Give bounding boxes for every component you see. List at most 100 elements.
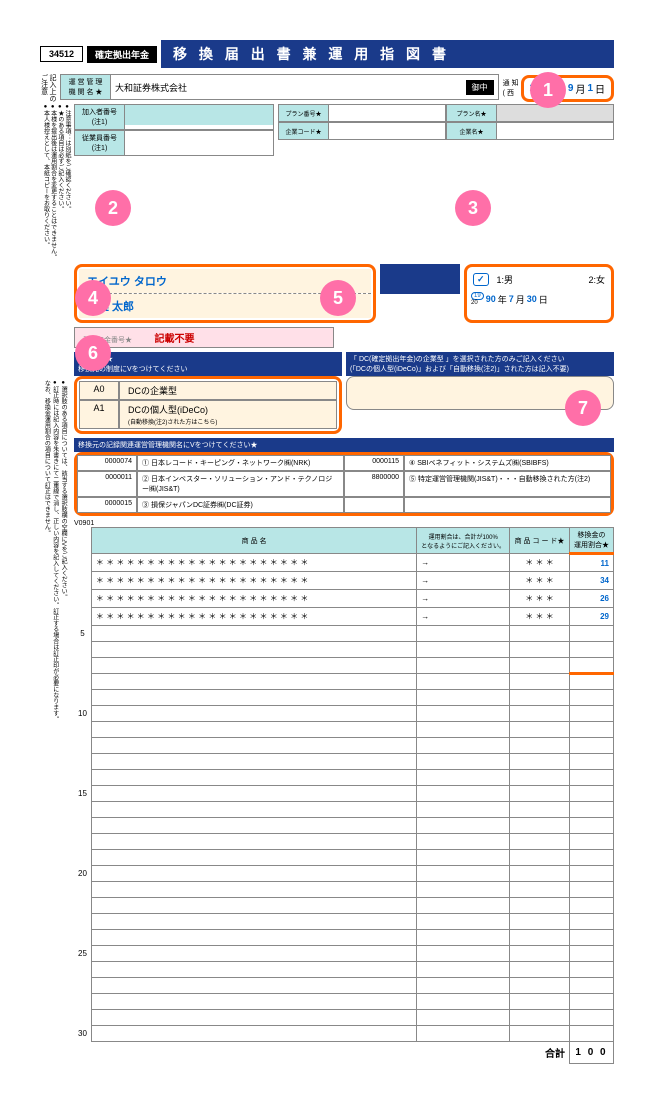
product-name-cell[interactable]: ＊ ＊ ＊ ＊ ＊ ＊ ＊ ＊ ＊ ＊ ＊ ＊ ＊ ＊ ＊ ＊ ＊ ＊ ＊ ＊ … xyxy=(91,572,416,590)
product-name-cell[interactable] xyxy=(91,1010,416,1026)
product-ratio-cell[interactable] xyxy=(570,930,614,946)
product-code-cell[interactable] xyxy=(510,850,570,866)
product-ratio-cell[interactable] xyxy=(570,898,614,914)
product-ratio-cell[interactable] xyxy=(570,690,614,706)
product-ratio-cell[interactable] xyxy=(570,626,614,642)
product-ratio-cell[interactable]: 34 xyxy=(570,572,614,590)
product-ratio-cell[interactable] xyxy=(570,658,614,674)
product-code-cell[interactable] xyxy=(510,818,570,834)
product-code-cell[interactable] xyxy=(510,834,570,850)
product-name-cell[interactable] xyxy=(91,722,416,738)
product-ratio-cell[interactable] xyxy=(570,674,614,690)
product-code-cell[interactable] xyxy=(510,882,570,898)
product-ratio-cell[interactable] xyxy=(570,1010,614,1026)
product-name-cell[interactable] xyxy=(91,930,416,946)
product-ratio-cell[interactable] xyxy=(570,866,614,882)
product-ratio-cell[interactable] xyxy=(570,706,614,722)
product-name-cell[interactable] xyxy=(91,978,416,994)
product-ratio-cell[interactable]: 29 xyxy=(570,608,614,626)
product-code-cell[interactable] xyxy=(510,626,570,642)
product-code-cell[interactable] xyxy=(510,898,570,914)
product-ratio-cell[interactable] xyxy=(570,818,614,834)
product-name-cell[interactable] xyxy=(91,802,416,818)
product-code-cell[interactable] xyxy=(510,930,570,946)
member-num-value[interactable] xyxy=(125,105,273,125)
product-name-cell[interactable] xyxy=(91,786,416,802)
product-name-cell[interactable] xyxy=(91,706,416,722)
product-name-cell[interactable] xyxy=(91,690,416,706)
row-number xyxy=(74,834,91,850)
product-ratio-cell[interactable] xyxy=(570,754,614,770)
product-code-cell[interactable] xyxy=(510,994,570,1010)
product-name-cell[interactable] xyxy=(91,882,416,898)
product-ratio-cell[interactable] xyxy=(570,882,614,898)
product-name-cell[interactable] xyxy=(91,1026,416,1042)
product-code-cell[interactable] xyxy=(510,738,570,754)
product-name-cell[interactable] xyxy=(91,850,416,866)
plan-name-value[interactable] xyxy=(497,105,613,121)
reason-code-1: A0 xyxy=(79,381,119,400)
product-ratio-cell[interactable] xyxy=(570,1026,614,1042)
product-ratio-cell[interactable] xyxy=(570,946,614,962)
product-ratio-cell[interactable] xyxy=(570,722,614,738)
company-label: 運 営 管 理 機 関 名 ★ xyxy=(61,75,111,99)
corp-code-value[interactable] xyxy=(329,123,445,139)
product-name-cell[interactable]: ＊ ＊ ＊ ＊ ＊ ＊ ＊ ＊ ＊ ＊ ＊ ＊ ＊ ＊ ＊ ＊ ＊ ＊ ＊ ＊ … xyxy=(91,608,416,626)
product-code-cell[interactable] xyxy=(510,674,570,690)
product-code-cell[interactable] xyxy=(510,802,570,818)
product-code-cell[interactable] xyxy=(510,770,570,786)
product-name-cell[interactable] xyxy=(91,770,416,786)
product-name-cell[interactable] xyxy=(91,626,416,642)
corp-name-value[interactable] xyxy=(497,123,613,139)
product-code-cell[interactable] xyxy=(510,722,570,738)
product-code-cell[interactable] xyxy=(510,690,570,706)
product-ratio-cell[interactable] xyxy=(570,914,614,930)
product-ratio-cell[interactable] xyxy=(570,962,614,978)
product-name-cell[interactable] xyxy=(91,818,416,834)
product-name-cell[interactable] xyxy=(91,738,416,754)
product-name-cell[interactable] xyxy=(91,866,416,882)
product-code-cell[interactable] xyxy=(510,658,570,674)
product-code-cell[interactable]: ＊ ＊ ＊ xyxy=(510,572,570,590)
product-ratio-cell[interactable] xyxy=(570,994,614,1010)
product-name-cell[interactable] xyxy=(91,658,416,674)
product-ratio-cell[interactable] xyxy=(570,642,614,658)
product-code-cell[interactable] xyxy=(510,1026,570,1042)
product-ratio-cell[interactable] xyxy=(570,834,614,850)
product-name-cell[interactable] xyxy=(91,914,416,930)
product-name-cell[interactable] xyxy=(91,834,416,850)
product-code-cell[interactable] xyxy=(510,978,570,994)
gender-check[interactable]: ✓ xyxy=(473,273,489,286)
product-ratio-cell[interactable] xyxy=(570,770,614,786)
product-code-cell[interactable] xyxy=(510,706,570,722)
product-code-cell[interactable] xyxy=(510,754,570,770)
product-name-cell[interactable] xyxy=(91,754,416,770)
product-ratio-cell[interactable] xyxy=(570,978,614,994)
product-ratio-cell[interactable] xyxy=(570,786,614,802)
plan-num-value[interactable] xyxy=(329,105,445,121)
product-name-cell[interactable] xyxy=(91,898,416,914)
product-ratio-cell[interactable]: 26 xyxy=(570,590,614,608)
product-ratio-cell[interactable] xyxy=(570,850,614,866)
product-code-cell[interactable] xyxy=(510,962,570,978)
product-code-cell[interactable] xyxy=(510,946,570,962)
employee-num-value[interactable] xyxy=(125,131,273,151)
product-name-cell[interactable] xyxy=(91,994,416,1010)
product-ratio-cell[interactable] xyxy=(570,802,614,818)
product-code-cell[interactable] xyxy=(510,642,570,658)
product-code-cell[interactable] xyxy=(510,914,570,930)
product-code-cell[interactable] xyxy=(510,786,570,802)
product-name-cell[interactable]: ＊ ＊ ＊ ＊ ＊ ＊ ＊ ＊ ＊ ＊ ＊ ＊ ＊ ＊ ＊ ＊ ＊ ＊ ＊ ＊ … xyxy=(91,590,416,608)
product-ratio-cell[interactable] xyxy=(570,738,614,754)
product-name-cell[interactable] xyxy=(91,674,416,690)
product-code-cell[interactable]: ＊ ＊ ＊ xyxy=(510,554,570,572)
product-name-cell[interactable]: ＊ ＊ ＊ ＊ ＊ ＊ ＊ ＊ ＊ ＊ ＊ ＊ ＊ ＊ ＊ ＊ ＊ ＊ ＊ ＊ … xyxy=(91,554,416,572)
product-ratio-cell[interactable]: 11 xyxy=(570,554,614,572)
product-name-cell[interactable] xyxy=(91,946,416,962)
product-code-cell[interactable] xyxy=(510,866,570,882)
product-name-cell[interactable] xyxy=(91,642,416,658)
product-code-cell[interactable]: ＊ ＊ ＊ xyxy=(510,590,570,608)
product-code-cell[interactable]: ＊ ＊ ＊ xyxy=(510,608,570,626)
product-name-cell[interactable] xyxy=(91,962,416,978)
product-code-cell[interactable] xyxy=(510,1010,570,1026)
